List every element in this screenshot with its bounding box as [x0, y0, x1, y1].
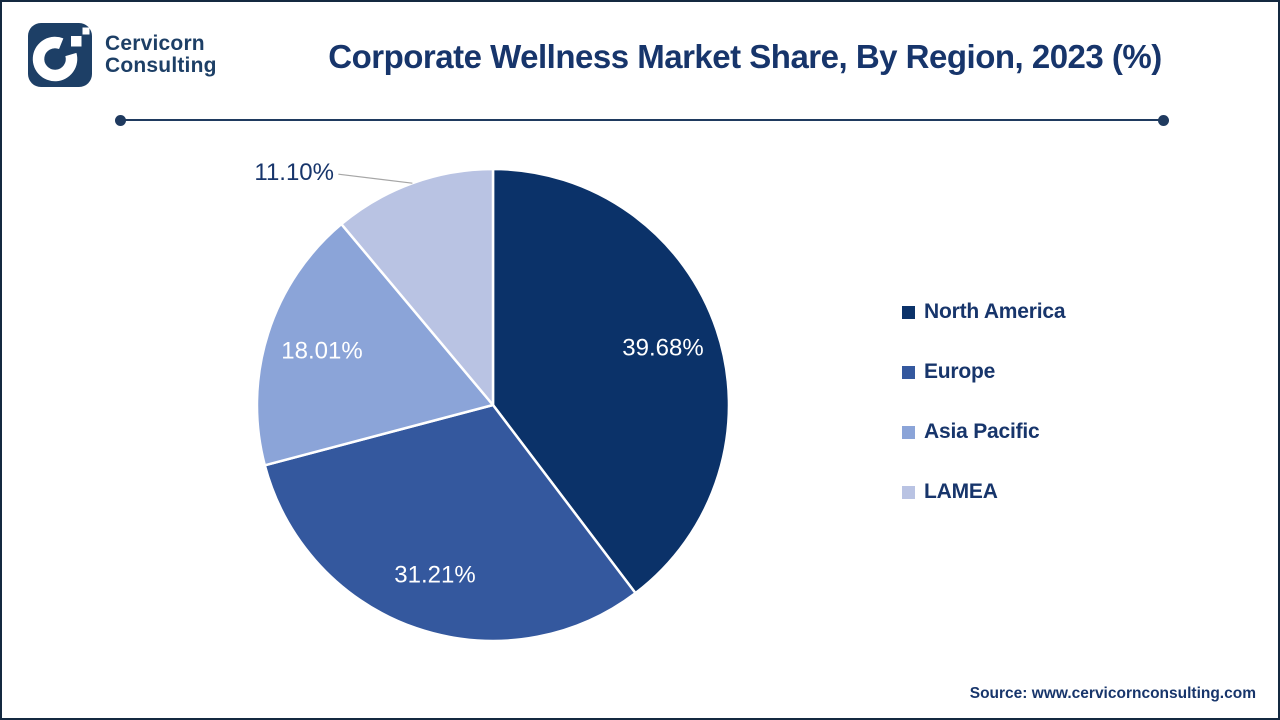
legend-item-lamea: LAMEA	[902, 479, 1065, 505]
divider-dot-left	[115, 114, 126, 126]
legend-label: Europe	[924, 360, 996, 383]
legend-swatch-asia-pacific	[902, 425, 915, 439]
legend-swatch-europe	[902, 365, 915, 379]
label-leader-line	[338, 173, 413, 184]
brand: Cervicorn Consulting	[28, 23, 217, 87]
pie-slice-europe	[263, 403, 637, 643]
legend-item-north-america: North America	[902, 299, 1066, 325]
legend-label: LAMEA	[924, 480, 998, 503]
brand-name-line2: Consulting	[105, 54, 217, 77]
legend: North America Europe Asia Pacific LAMEA	[902, 299, 1066, 539]
legend-label: Asia Pacific	[924, 420, 1040, 443]
legend-label: North America	[924, 300, 1066, 323]
pie-slice-north-america	[491, 167, 731, 595]
pie-slice-asia-pacific	[255, 222, 495, 467]
source-text: Source: www.cervicornconsulting.com	[969, 685, 1256, 702]
slice-label-asia-pacific: 18.01%	[281, 338, 362, 365]
slice-label-europe: 31.21%	[394, 562, 475, 589]
legend-item-asia-pacific: Asia Pacific	[902, 419, 1065, 445]
legend-swatch-north-america	[902, 305, 915, 319]
legend-swatch-lamea	[902, 485, 915, 499]
slice-label-lamea: 11.10%	[254, 159, 334, 186]
slice-label-north-america: 39.68%	[622, 335, 703, 362]
legend-item-europe: Europe	[902, 359, 1065, 385]
divider	[115, 114, 1169, 126]
cervicorn-logo-icon	[28, 23, 92, 87]
divider-dot-right	[1158, 114, 1169, 126]
page-title: Corporate Wellness Market Share, By Regi…	[328, 38, 1162, 75]
brand-name-line1: Cervicorn	[105, 32, 205, 55]
brand-name: Cervicorn Consulting	[105, 33, 217, 77]
